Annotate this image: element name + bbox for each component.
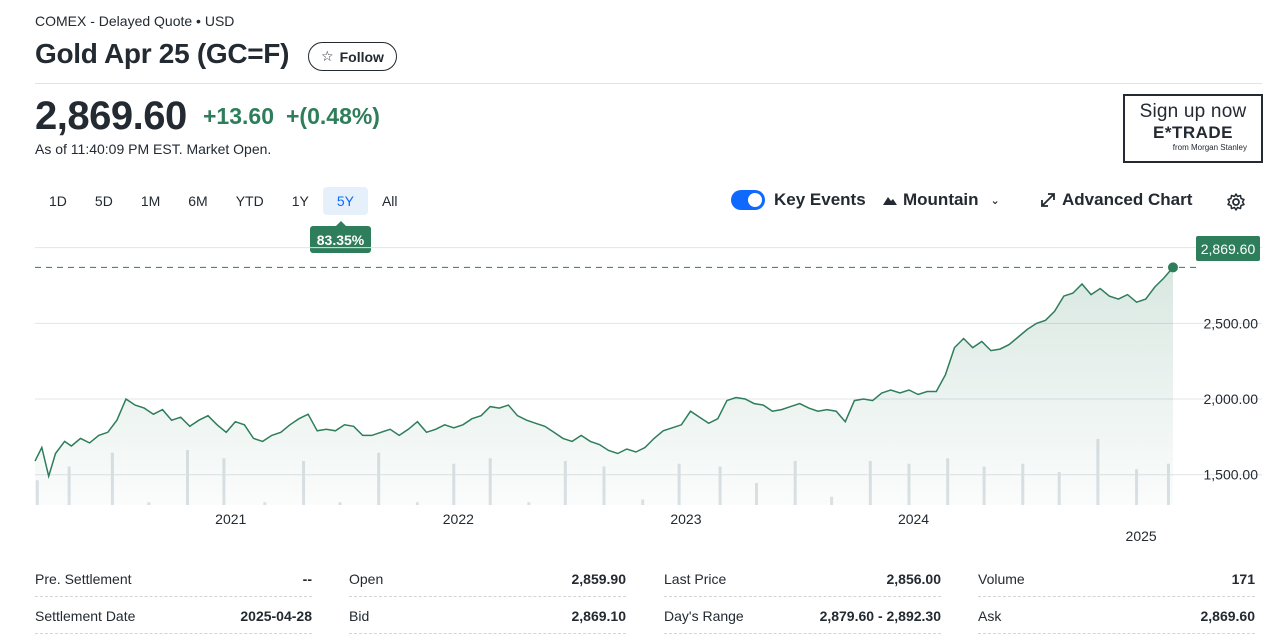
stat-row: Open 2,859.90	[349, 560, 626, 597]
range-1d[interactable]: 1D	[49, 193, 67, 209]
range-5y[interactable]: 5Y	[322, 187, 368, 215]
y-tick-label: 2,000.00	[1204, 391, 1259, 407]
stat-row: Settlement Date 2025-04-28	[35, 597, 312, 634]
chevron-down-icon: ⌄	[990, 194, 1000, 207]
star-outline-icon: ☆	[321, 48, 334, 64]
x-tick-label: 2023	[670, 511, 701, 527]
stat-value: 2,869.60	[1200, 608, 1256, 624]
key-events-label: Key Events	[774, 190, 866, 209]
chart-type-label: Mountain	[903, 190, 979, 209]
range-5d[interactable]: 5D	[94, 193, 113, 209]
stat-value: 2,869.10	[571, 608, 627, 624]
y-tick-label: 2,500.00	[1204, 315, 1259, 331]
stat-label: Pre. Settlement	[35, 571, 132, 587]
stat-value: 2,856.00	[886, 571, 942, 587]
price-line	[34, 266, 1174, 480]
stat-row: Bid 2,869.10	[349, 597, 626, 634]
stat-row: Pre. Settlement --	[35, 560, 312, 597]
range-6m[interactable]: 6M	[188, 193, 208, 209]
stats-column: Open 2,859.90 Bid 2,869.10	[349, 560, 626, 634]
as-of-timestamp: As of 11:40:09 PM EST. Market Open.	[35, 141, 272, 157]
expand-icon	[1041, 193, 1055, 207]
stat-value: 2025-04-28	[240, 608, 312, 624]
range-1m[interactable]: 1M	[140, 193, 161, 209]
stat-label: Ask	[978, 608, 1002, 624]
stat-value: 2,879.60 - 2,892.30	[819, 608, 941, 624]
toggle-knob	[748, 193, 762, 207]
page-title: Gold Apr 25 (GC=F)	[35, 38, 290, 69]
last-price-tag: 2,869.60	[1196, 236, 1260, 261]
stat-label: Settlement Date	[35, 608, 136, 624]
x-tick-label: 2025	[1126, 528, 1157, 544]
ad-subtext: from Morgan Stanley	[1172, 143, 1247, 152]
price-chart[interactable]: 3,000.002,500.002,000.001,500.00 2021202…	[0, 215, 1280, 550]
stat-label: Bid	[349, 608, 370, 624]
price-area-fill	[35, 267, 1173, 505]
range-selector: 1D 5D 1M 6M YTD 1Y 5Y All	[35, 187, 412, 215]
x-tick-label: 2024	[898, 511, 929, 527]
ad-headline: Sign up now	[1139, 101, 1247, 122]
key-events-toggle[interactable]: Key Events	[731, 190, 866, 210]
follow-button[interactable]: ☆ Follow	[308, 42, 397, 71]
exchange-info: COMEX - Delayed Quote • USD	[35, 13, 235, 29]
stat-row: Ask 2,869.60	[978, 597, 1255, 634]
range-1y[interactable]: 1Y	[291, 193, 309, 209]
gear-icon[interactable]	[1226, 192, 1246, 212]
stats-column: Volume 171 Ask 2,869.60	[978, 560, 1255, 634]
advanced-chart-button[interactable]: Advanced Chart	[1040, 190, 1192, 210]
stat-label: Day's Range	[664, 608, 744, 624]
stat-label: Volume	[978, 571, 1025, 587]
range-return-badge: 83.35%	[310, 221, 371, 253]
header-divider	[35, 83, 1262, 84]
toggle-switch[interactable]	[731, 190, 765, 210]
stat-value: 2,859.90	[571, 571, 627, 587]
mountain-icon	[883, 197, 897, 205]
x-tick-label: 2022	[443, 511, 474, 527]
stat-row: Volume 171	[978, 560, 1255, 597]
range-ytd[interactable]: YTD	[235, 193, 264, 209]
stat-value: 171	[1231, 571, 1255, 587]
x-tick-label: 2021	[215, 511, 246, 527]
price-change: +13.60	[203, 103, 274, 129]
price-change-percent: +(0.48%)	[286, 103, 380, 129]
last-price-dot	[1168, 262, 1178, 273]
y-tick-label: 1,500.00	[1204, 467, 1259, 483]
advanced-chart-label: Advanced Chart	[1062, 190, 1193, 209]
stat-label: Open	[349, 571, 384, 587]
stat-label: Last Price	[664, 571, 727, 587]
etrade-ad-banner[interactable]: Sign up now E*TRADE from Morgan Stanley	[1123, 94, 1263, 163]
stat-row: Last Price 2,856.00	[664, 560, 941, 597]
ad-brand-logo: E*TRADE	[1152, 123, 1233, 142]
stats-column: Last Price 2,856.00 Day's Range 2,879.60 - …	[664, 560, 941, 634]
range-all[interactable]: All	[381, 193, 398, 209]
stats-column: Pre. Settlement -- Settlement Date 2025-04-…	[35, 560, 312, 634]
stat-value: --	[302, 571, 312, 587]
follow-label: Follow	[339, 48, 384, 65]
chart-type-dropdown[interactable]: Mountain ⌄	[883, 190, 1000, 210]
current-price: 2,869.60	[35, 94, 187, 138]
stat-row: Day's Range 2,879.60 - 2,892.30	[664, 597, 941, 634]
